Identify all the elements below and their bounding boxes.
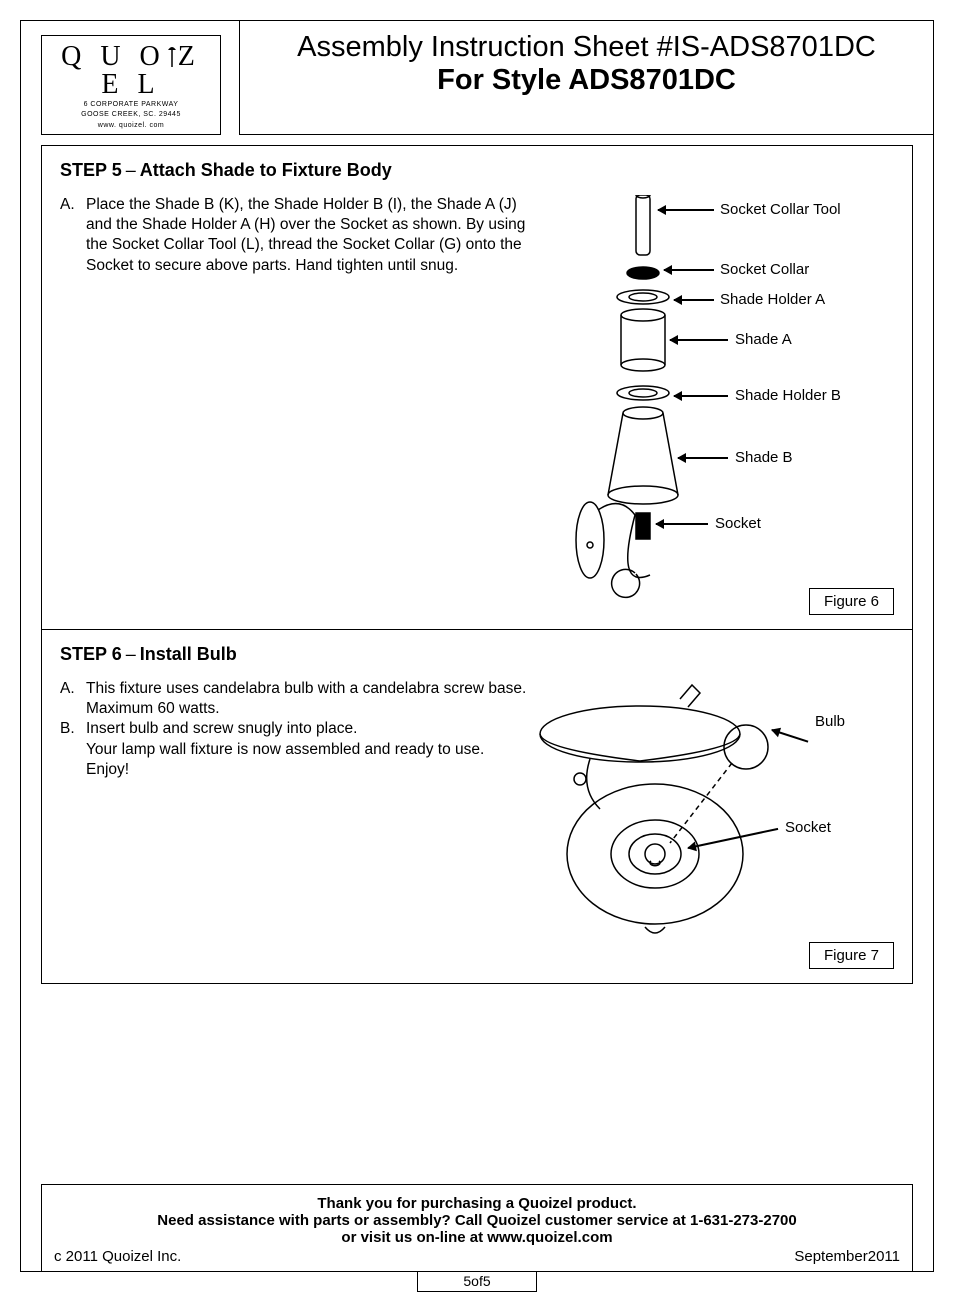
- leader-line: [658, 209, 714, 211]
- leader-line: [664, 269, 714, 271]
- leader-line: [678, 457, 728, 459]
- callout-shade-b: Shade B: [735, 449, 793, 466]
- callout-socket: Socket: [715, 515, 761, 532]
- step6-prefix: STEP 6: [60, 644, 122, 664]
- step6-item-b-letter: B.: [60, 719, 86, 739]
- figure7-label: Figure 7: [809, 942, 894, 969]
- leader-line: [674, 299, 714, 301]
- content-box: STEP 5–Attach Shade to Fixture Body A. P…: [41, 145, 913, 984]
- callout-socket2: Socket: [785, 819, 831, 836]
- step6-item-a-text: This fixture uses candelabra bulb with a…: [86, 679, 530, 719]
- step5-item-a-text: Place the Shade B (K), the Shade Holder …: [86, 195, 530, 276]
- step6-diagram: Bulb Socket Figure 7: [540, 679, 894, 969]
- page-number: 5of5: [417, 1271, 537, 1292]
- step6-closing: Your lamp wall fixture is now assembled …: [60, 740, 530, 780]
- callout-shade-a: Shade A: [735, 331, 792, 348]
- footer-box: Thank you for purchasing a Quoizel produ…: [41, 1184, 913, 1271]
- logo-brand: Q U OZ E L: [52, 42, 210, 99]
- callout-shade-holder-a: Shade Holder A: [720, 291, 825, 308]
- footer-assist: Need assistance with parts or assembly? …: [52, 1212, 902, 1229]
- doc-title-line2: For Style ADS8701DC: [250, 64, 923, 97]
- callout-socket-collar: Socket Collar: [720, 261, 809, 278]
- leader-line: [656, 523, 708, 525]
- doc-title-line1: Assembly Instruction Sheet #IS-ADS8701DC: [250, 31, 923, 64]
- step5-section: STEP 5–Attach Shade to Fixture Body A. P…: [42, 146, 912, 629]
- callout-bulb: Bulb: [815, 713, 845, 730]
- callout-shade-holder-b: Shade Holder B: [735, 387, 841, 404]
- step5-prefix: STEP 5: [60, 160, 122, 180]
- leader-line: [674, 395, 728, 397]
- step6-title: Install Bulb: [140, 644, 237, 664]
- step5-heading: STEP 5–Attach Shade to Fixture Body: [60, 160, 894, 181]
- logo-addr1: 6 CORPORATE PARKWAY: [52, 101, 210, 109]
- step6-item-b-text: Insert bulb and screw snugly into place.: [86, 719, 530, 739]
- step6-section: STEP 6–Install Bulb A. This fixture uses…: [42, 629, 912, 983]
- step5-title: Attach Shade to Fixture Body: [140, 160, 392, 180]
- header-row: Q U OZ E L 6 CORPORATE PARKWAY GOOSE CRE…: [21, 21, 933, 135]
- step6-text: A. This fixture uses candelabra bulb wit…: [60, 679, 530, 969]
- logo-box: Q U OZ E L 6 CORPORATE PARKWAY GOOSE CRE…: [41, 35, 221, 135]
- step6-heading: STEP 6–Install Bulb: [60, 644, 894, 665]
- logo-url: www. quoizel. com: [52, 122, 210, 130]
- figure6-label: Figure 6: [809, 588, 894, 615]
- footer-date: September2011: [794, 1248, 900, 1265]
- logo-addr2: GOOSE CREEK, SC. 29445: [52, 111, 210, 119]
- step6-item-a-letter: A.: [60, 679, 86, 719]
- figure7-svg: [520, 679, 800, 959]
- step5-diagram: Socket Collar Tool Socket Collar Shade H…: [540, 195, 894, 615]
- figure6-svg: [540, 195, 740, 615]
- step5-item-a-letter: A.: [60, 195, 86, 276]
- footer-copyright: c 2011 Quoizel Inc.: [54, 1248, 181, 1265]
- callout-socket-collar-tool: Socket Collar Tool: [720, 201, 841, 218]
- footer-visit: or visit us on-line at www.quoizel.com: [52, 1229, 902, 1246]
- title-box: Assembly Instruction Sheet #IS-ADS8701DC…: [239, 21, 933, 135]
- footer-thank: Thank you for purchasing a Quoizel produ…: [52, 1195, 902, 1212]
- leader-line: [670, 339, 728, 341]
- step5-text: A. Place the Shade B (K), the Shade Hold…: [60, 195, 530, 615]
